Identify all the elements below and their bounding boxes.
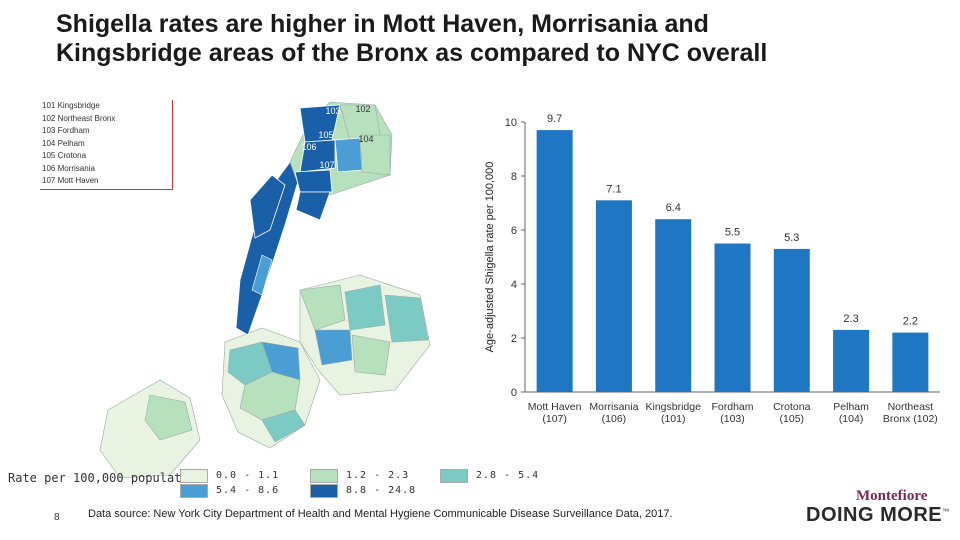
- district-legend-item: 107 Mott Haven: [42, 176, 99, 185]
- map-region: [299, 139, 336, 173]
- y-tick-label: 0: [511, 387, 517, 399]
- shigella-bar-chart: Age-adjusted Shigella rate per 100,000 0…: [484, 113, 940, 425]
- rate-legend-swatch: [180, 484, 208, 498]
- y-tick-label: 8: [511, 171, 517, 183]
- district-label-101: 101: [314, 85, 329, 95]
- y-axis-label: Age-adjusted Shigella rate per 100,000: [484, 162, 496, 353]
- x-tick-label: (101): [661, 413, 686, 425]
- rate-legend-label: 1.2 - 2.3: [346, 470, 410, 481]
- x-tick-label: Crotona: [773, 401, 811, 413]
- x-tick-label: (103): [720, 413, 745, 425]
- rate-legend-label: 2.8 - 5.4: [476, 470, 540, 481]
- title-line-1: Shigella rates are higher in Mott Haven,…: [56, 10, 709, 38]
- title-line-2: Kingsbridge areas of the Bronx as compar…: [56, 39, 768, 67]
- bar-value-label: 2.3: [843, 313, 858, 325]
- map-region: [351, 334, 391, 376]
- rate-legend-title: Rate per 100,000 population: [8, 471, 204, 485]
- bar: [655, 219, 692, 392]
- x-tick-label: (107): [542, 413, 567, 425]
- map-region: [299, 284, 346, 331]
- x-tick-label: Morrisania: [589, 401, 638, 413]
- bar-value-label: 5.5: [725, 227, 740, 239]
- district-legend-item: 106 Morrisania: [42, 163, 95, 173]
- x-tick-label: (105): [780, 413, 805, 425]
- bar: [773, 248, 810, 392]
- x-tick-label: Northeast: [888, 401, 934, 413]
- map-region: [359, 134, 391, 176]
- bar: [595, 200, 632, 392]
- district-label-104: 104: [358, 134, 373, 144]
- x-tick-label: (106): [602, 413, 627, 425]
- bar-value-label: 2.2: [903, 316, 918, 328]
- bar-value-label: 6.4: [666, 202, 681, 214]
- map-region: [294, 169, 333, 193]
- y-tick-label: 2: [511, 333, 517, 345]
- rate-legend-label: 0.0 - 1.1: [216, 470, 280, 481]
- y-tick-label: 10: [505, 117, 517, 129]
- x-tick-label: Mott Haven: [528, 401, 582, 413]
- logo-tagline-text: DOING MORE: [806, 504, 943, 526]
- district-legend-item: 104 Pelham: [42, 138, 85, 148]
- montefiore-logo-name: Montefiore: [856, 488, 928, 504]
- bar: [536, 130, 573, 392]
- district-label-105: 105: [318, 130, 333, 140]
- map-region: [261, 409, 306, 443]
- data-source-note: Data source: New York City Department of…: [88, 508, 673, 520]
- bar: [714, 243, 751, 392]
- montefiore-logo-tagline: DOING MORE™: [806, 504, 950, 527]
- chart-labels: 9.7 Mott Haven(107) 7.1 Morrisania(106) 6.4 K…: [528, 113, 938, 425]
- bar-value-label: 5.3: [784, 232, 799, 244]
- chart-axes: 0 2 4 6 8 10: [505, 117, 940, 399]
- rate-legend-label: 5.4 - 8.6: [216, 485, 280, 496]
- bar: [892, 332, 929, 392]
- x-tick-label: Pelham: [833, 401, 869, 413]
- map-region: [314, 329, 353, 366]
- map-region: [251, 254, 273, 296]
- y-tick-label: 4: [511, 279, 517, 291]
- map-region: [344, 284, 386, 331]
- logo-tm: ™: [942, 508, 950, 516]
- district-legend-item: 105 Crotona: [42, 151, 87, 160]
- x-tick-label: Bronx (102): [883, 413, 938, 425]
- slide-number: 8: [54, 512, 60, 523]
- district-label-106: 106: [301, 142, 316, 152]
- rate-legend-swatch: [310, 469, 338, 483]
- bar-value-label: 7.1: [606, 183, 621, 195]
- nyc-choropleth-map: 101 102 103 104 105 106 107: [0, 80, 480, 500]
- x-tick-label: Kingsbridge: [645, 401, 701, 413]
- chart-bars: [536, 130, 929, 392]
- district-legend: 101 Kingsbridge 102 Northeast Bronx 103 …: [40, 100, 173, 190]
- map-region: [249, 174, 286, 239]
- district-legend-item: 103 Fordham: [42, 126, 90, 135]
- bar: [833, 329, 870, 392]
- district-label-102: 102: [355, 104, 370, 114]
- rate-legend-swatch: [180, 469, 208, 483]
- district-label-103: 103: [325, 106, 340, 116]
- map-drawing: 101 102 103 104 105 106 107: [99, 85, 431, 479]
- rate-legend-swatch: [440, 469, 468, 483]
- district-legend-item: 101 Kingsbridge: [42, 101, 100, 110]
- page-title: Shigella rates are higher in Mott Haven,…: [56, 10, 916, 68]
- district-legend-item: 102 Northeast Bronx: [42, 113, 116, 123]
- map-region: [295, 191, 331, 221]
- map-region: [144, 394, 193, 441]
- rate-legend-swatch: [310, 484, 338, 498]
- district-label-107: 107: [319, 160, 334, 170]
- y-tick-label: 6: [511, 225, 517, 237]
- x-tick-label: Fordham: [711, 401, 753, 413]
- rate-legend-label: 8.8 - 24.8: [346, 485, 417, 496]
- map-region: [384, 294, 429, 343]
- x-tick-label: (104): [839, 413, 864, 425]
- bar-value-label: 9.7: [547, 113, 562, 125]
